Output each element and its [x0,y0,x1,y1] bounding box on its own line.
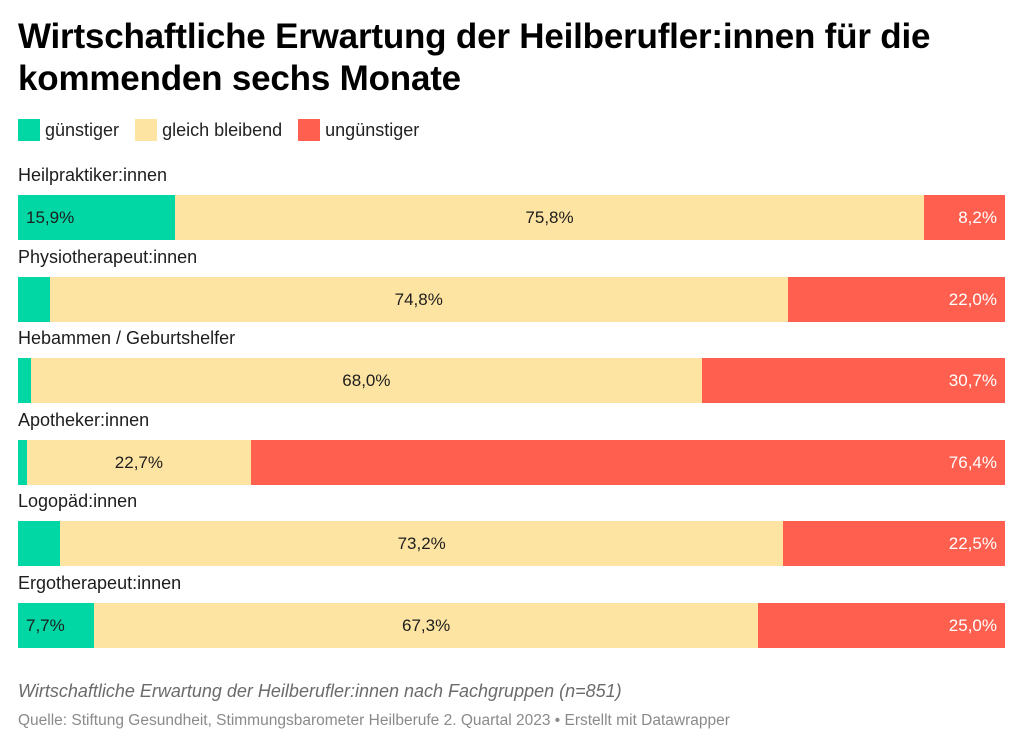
bar-segment: 76,4% [250,439,1005,485]
bar-row: Physiotherapeut:innen 74,8% 22,0% [18,244,1005,326]
stacked-bar: 7,7% 67,3% 25,0% [18,602,1005,648]
data-label: 73,2% [397,534,446,554]
bar-segment: 22,5% [782,521,1005,567]
bar-row: Logopäd:innen 73,2% 22,5% [18,488,1005,570]
data-label: 76,4% [948,452,997,472]
bar-segment: 22,0% [787,276,1005,322]
bar-segment: 15,9% [18,195,176,240]
bar-segment: 68,0% [30,358,702,404]
data-label: 67,3% [402,615,451,635]
bar-row: Apotheker:innen 22,7% 76,4% [18,407,1005,489]
data-label: 74,8% [394,289,443,309]
legend-item: ungünstiger [298,119,419,141]
data-label: 30,7% [948,371,997,391]
legend-item: gleich bleibend [135,119,282,141]
stacked-bar: 22,7% 76,4% [18,439,1005,485]
data-label: 75,8% [525,208,574,227]
stacked-bar: 73,2% 22,5% [18,521,1005,567]
data-label: 7,7% [26,615,65,635]
bar-row: Ergotherapeut:innen 7,7% 67,3% 25,0% [18,570,1005,652]
legend-label: ungünstiger [325,119,420,140]
bar-segment [18,521,61,567]
legend-swatch [135,119,158,141]
bar-segment: 30,7% [701,358,1005,404]
stacked-bar: 74,8% 22,0% [18,276,1005,322]
bar-segment: 75,8% [175,195,924,240]
category-label: Physiotherapeut:innen [18,246,198,267]
legend-swatch [298,119,321,141]
bar-segment [18,358,31,404]
category-label: Logopäd:innen [18,491,138,512]
data-label: 68,0% [342,371,391,391]
stacked-bar-chart: Heilpraktiker:innen 15,9% 75,8% 8,2% Physiot… [18,162,1005,652]
bar-row: Heilpraktiker:innen 15,9% 75,8% 8,2% [18,162,1005,244]
chart-legend: günstiger gleich bleibend ungünstiger [18,117,435,143]
category-label: Apotheker:innen [18,409,150,430]
bar-segment: 7,7% [18,602,94,648]
data-label: 22,7% [114,452,163,472]
chart-caption: Wirtschaftliche Erwartung der Heilberufl… [18,681,622,701]
category-label: Heilpraktiker:innen [18,165,168,185]
bar-segment: 8,2% [923,195,1005,240]
data-label: 15,9% [26,208,75,227]
legend-item: günstiger [18,119,119,141]
data-label: 8,2% [958,208,997,227]
data-label: 25,0% [948,615,997,635]
category-label: Ergotherapeut:innen [18,572,182,593]
data-label: 22,0% [948,289,997,309]
chart-source: Quelle: Stiftung Gesundheit, Stimmungsba… [18,712,730,729]
bar-segment: 73,2% [60,521,783,567]
legend-swatch [18,119,40,141]
bar-segment [18,276,50,322]
category-label: Hebammen / Geburtshelfer [18,328,236,349]
stacked-bar: 15,9% 75,8% 8,2% [18,195,1005,240]
bar-segment: 74,8% [49,276,788,322]
stacked-bar: 68,0% 30,7% [18,358,1005,404]
bar-row: Hebammen / Geburtshelfer 68,0% 30,7% [18,325,1005,407]
bar-segment: 25,0% [758,602,1005,648]
bar-segment: 22,7% [26,439,251,485]
bar-segment [18,439,27,485]
chart-title: Wirtschaftliche Erwartung der Heilberufl… [18,17,931,98]
legend-label: gleich bleibend [162,119,283,140]
data-label: 22,5% [948,534,997,554]
legend-label: günstiger [45,119,120,140]
bar-segment: 67,3% [93,602,759,648]
